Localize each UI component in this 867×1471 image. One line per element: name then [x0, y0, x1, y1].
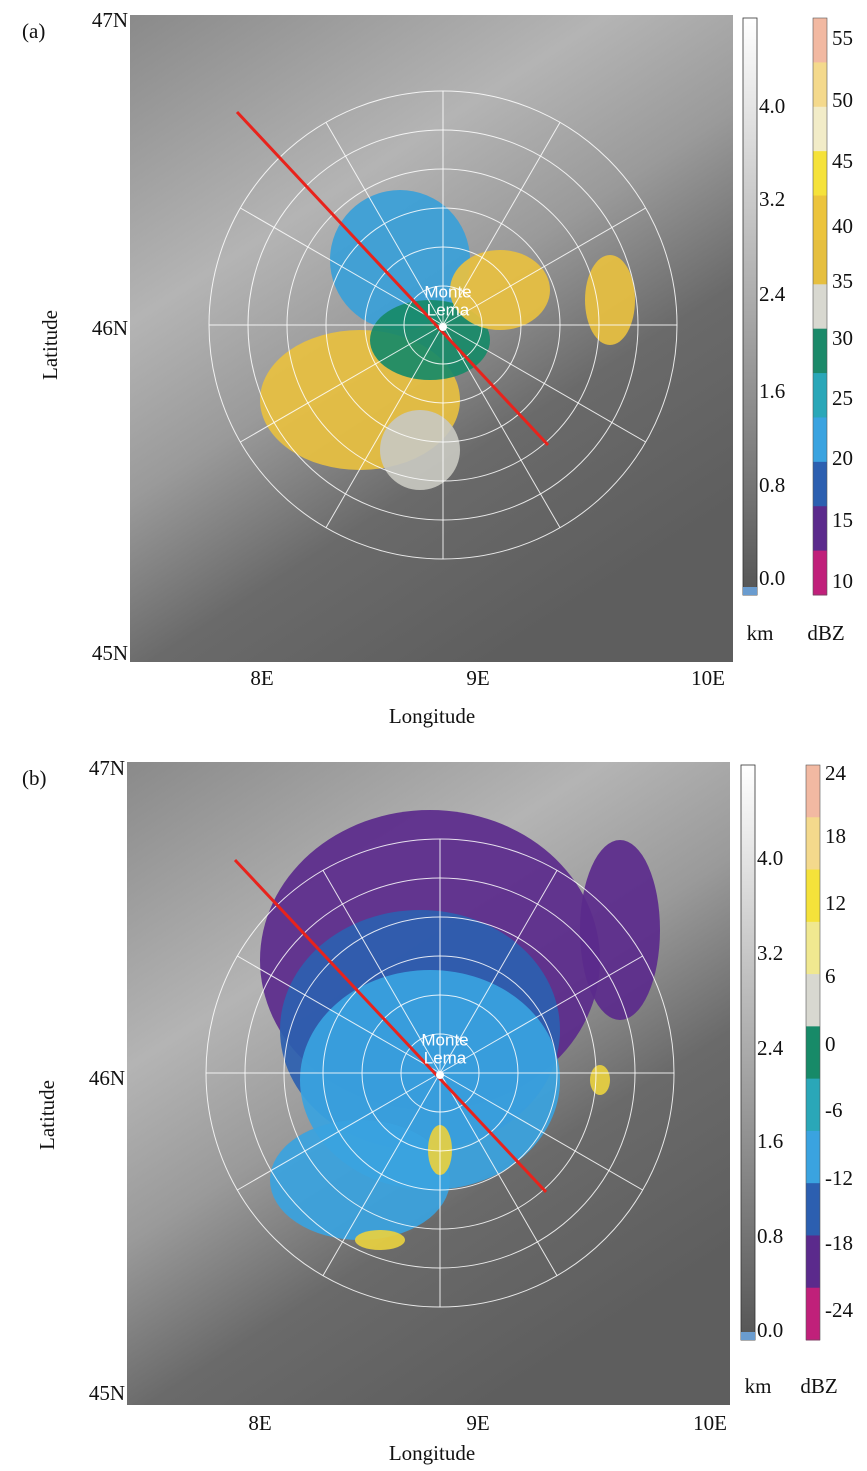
panel-label: (b) — [22, 766, 47, 790]
height-colorbar — [743, 18, 757, 595]
site-label: Lema — [424, 1048, 467, 1067]
radar-echo — [270, 1120, 450, 1240]
reflectivity-colorbar-segment — [813, 62, 827, 107]
reflectivity-tick-label: 45 — [832, 149, 853, 173]
reflectivity-colorbar-segment — [813, 284, 827, 329]
reflectivity-unit: dBZ — [800, 1374, 837, 1398]
reflectivity-colorbar-segment — [806, 1131, 820, 1184]
radar-site — [439, 323, 447, 331]
lat-label: 45N — [92, 641, 128, 665]
height-tick-label: 2.4 — [757, 1036, 784, 1060]
reflectivity-colorbar-segment — [806, 974, 820, 1027]
reflectivity-colorbar-segment — [813, 151, 827, 196]
height-tick-label: 0.0 — [759, 566, 785, 590]
reflectivity-colorbar-segment — [813, 506, 827, 551]
height-tick-label: 0.8 — [757, 1224, 783, 1248]
height-colorbar-water — [741, 1332, 755, 1340]
reflectivity-tick-label: 25 — [832, 386, 853, 410]
reflectivity-colorbar-segment — [806, 1026, 820, 1079]
height-tick-label: 1.6 — [757, 1129, 783, 1153]
lon-label: 10E — [691, 666, 725, 690]
panel-label: (a) — [22, 19, 45, 43]
reflectivity-colorbar-segment — [813, 551, 827, 596]
reflectivity-tick-label: 12 — [825, 891, 846, 915]
radar-echo — [585, 255, 635, 345]
height-tick-label: 4.0 — [757, 846, 783, 870]
height-tick-label: 2.4 — [759, 282, 786, 306]
reflectivity-colorbar-segment — [813, 373, 827, 418]
reflectivity-colorbar-segment — [806, 817, 820, 870]
reflectivity-tick-label: -12 — [825, 1166, 853, 1190]
reflectivity-tick-label: 20 — [832, 446, 853, 470]
height-unit: km — [745, 1374, 772, 1398]
site-label: Monte — [424, 282, 471, 301]
reflectivity-colorbar-segment — [806, 1079, 820, 1132]
lon-label: 8E — [248, 1411, 271, 1435]
site-label: Lema — [427, 300, 470, 319]
reflectivity-tick-label: 15 — [832, 508, 853, 532]
reflectivity-tick-label: 10 — [832, 569, 853, 593]
y-axis-label: Latitude — [35, 1080, 59, 1150]
figure: MonteLema(a)47N46N45N8E9E10ELongitudeLat… — [0, 0, 867, 1471]
reflectivity-colorbar-segment — [806, 922, 820, 975]
radar-echo — [355, 1230, 405, 1250]
radar-echo — [580, 840, 660, 1020]
height-tick-label: 0.0 — [757, 1318, 783, 1342]
reflectivity-tick-label: -18 — [825, 1231, 853, 1255]
site-label: Monte — [421, 1030, 468, 1049]
radar-echo — [590, 1065, 610, 1095]
reflectivity-colorbar-segment — [806, 1183, 820, 1236]
reflectivity-tick-label: 55 — [832, 26, 853, 50]
reflectivity-tick-label: -24 — [825, 1298, 853, 1322]
reflectivity-colorbar-segment — [813, 329, 827, 374]
radar-site — [436, 1071, 444, 1079]
height-tick-label: 0.8 — [759, 473, 785, 497]
reflectivity-unit: dBZ — [807, 621, 844, 645]
height-tick-label: 3.2 — [759, 187, 785, 211]
height-tick-label: 4.0 — [759, 94, 785, 118]
reflectivity-tick-label: 40 — [832, 214, 853, 238]
reflectivity-tick-label: 50 — [832, 88, 853, 112]
reflectivity-tick-label: 0 — [825, 1032, 836, 1056]
reflectivity-tick-label: 35 — [832, 269, 853, 293]
reflectivity-tick-label: 30 — [832, 326, 853, 350]
height-tick-label: 1.6 — [759, 379, 785, 403]
y-axis-label: Latitude — [38, 310, 62, 380]
height-unit: km — [747, 621, 774, 645]
reflectivity-colorbar-segment — [806, 765, 820, 818]
lon-label: 8E — [250, 666, 273, 690]
height-colorbar — [741, 765, 755, 1340]
lat-label: 46N — [92, 316, 128, 340]
reflectivity-tick-label: -6 — [825, 1098, 843, 1122]
lat-label: 47N — [92, 8, 128, 32]
reflectivity-colorbar-segment — [806, 1288, 820, 1341]
height-colorbar-water — [743, 587, 757, 595]
reflectivity-colorbar-segment — [813, 462, 827, 507]
radar-echo — [380, 410, 460, 490]
x-axis-label: Longitude — [389, 1441, 475, 1465]
x-axis-label: Longitude — [389, 704, 475, 728]
reflectivity-colorbar-segment — [813, 417, 827, 462]
height-tick-label: 3.2 — [757, 941, 783, 965]
reflectivity-tick-label: 18 — [825, 824, 846, 848]
lat-label: 47N — [89, 756, 125, 780]
lon-label: 9E — [466, 1411, 489, 1435]
lat-label: 46N — [89, 1066, 125, 1090]
reflectivity-tick-label: 24 — [825, 761, 847, 785]
reflectivity-colorbar-segment — [806, 870, 820, 923]
reflectivity-tick-label: 6 — [825, 964, 836, 988]
reflectivity-colorbar-segment — [813, 18, 827, 63]
lat-label: 45N — [89, 1381, 125, 1405]
reflectivity-colorbar-segment — [813, 240, 827, 285]
reflectivity-colorbar-segment — [806, 1235, 820, 1288]
lon-label: 9E — [466, 666, 489, 690]
reflectivity-colorbar-segment — [813, 107, 827, 152]
lon-label: 10E — [693, 1411, 727, 1435]
reflectivity-colorbar-segment — [813, 196, 827, 241]
